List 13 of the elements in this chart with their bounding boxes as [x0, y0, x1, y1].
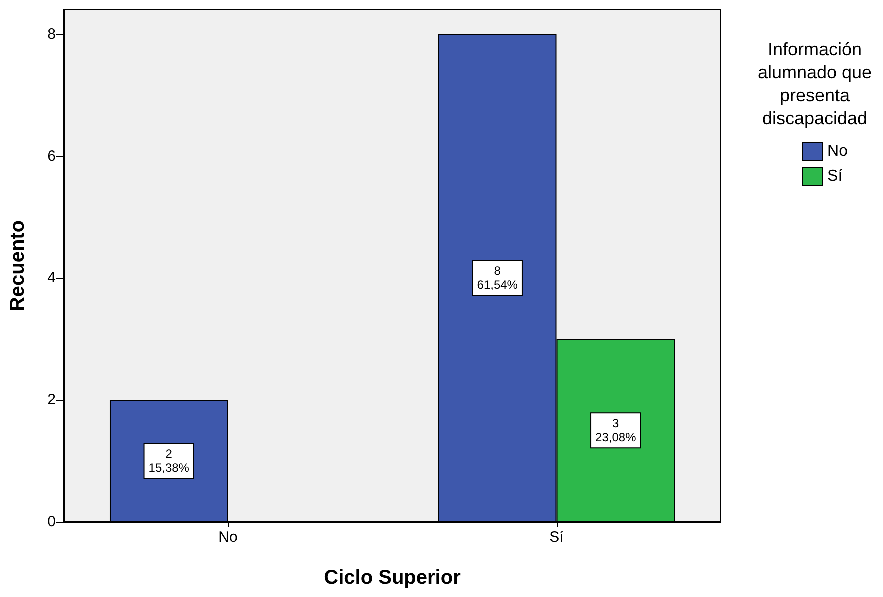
data-label: 3 23,08%: [596, 416, 637, 445]
data-label: 2 15,38%: [148, 447, 190, 476]
legend-label: Sí: [828, 168, 844, 185]
y-tick-label: 6: [48, 148, 56, 165]
x-axis-title: Ciclo Superior: [324, 567, 462, 589]
y-tick-label: 2: [48, 392, 56, 409]
y-tick-label: 4: [48, 270, 56, 287]
legend-title: Información alumnado que presenta discapacidad: [758, 40, 872, 128]
y-tick-label: 8: [48, 26, 56, 43]
y-tick-label: 0: [48, 514, 56, 530]
legend-label: No: [828, 143, 848, 160]
y-axis-title: Recuento: [7, 220, 29, 312]
data-label: 8 61,54%: [477, 264, 518, 292]
